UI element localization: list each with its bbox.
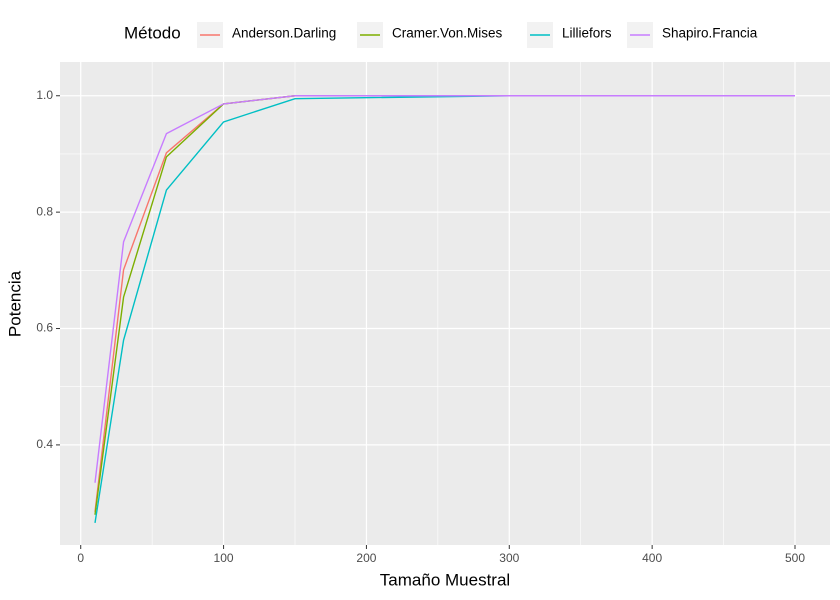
x-tick-label: 0 [77, 551, 84, 565]
legend-title: Método [124, 23, 181, 42]
panel [60, 62, 830, 545]
x-tick-label: 500 [785, 551, 805, 565]
y-tick-label: 1.0 [36, 88, 53, 102]
x-tick-label: 400 [642, 551, 662, 565]
legend-label: Cramer.Von.Mises [392, 26, 503, 41]
y-tick-label: 0.6 [36, 321, 53, 335]
x-tick-label: 300 [499, 551, 519, 565]
y-tick-label: 0.4 [36, 437, 53, 451]
x-axis-title: Tamaño Muestral [380, 570, 510, 589]
x-tick-label: 200 [356, 551, 376, 565]
y-axis-title: Potencia [5, 270, 24, 337]
x-tick-label: 100 [214, 551, 234, 565]
series-line [94, 95, 795, 483]
legend-label: Lilliefors [562, 26, 612, 41]
legend-label: Shapiro.Francia [662, 26, 758, 41]
legend-label: Anderson.Darling [232, 26, 336, 41]
y-tick-label: 0.8 [36, 204, 53, 218]
